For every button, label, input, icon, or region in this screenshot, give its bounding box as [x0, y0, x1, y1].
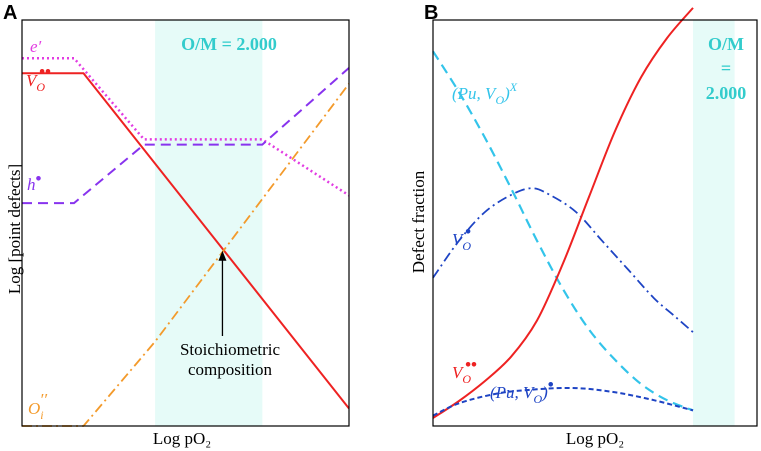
panel-b-x-label: Log pO₂ — [566, 429, 624, 448]
panel-b: O/M = 2.000 Defect fraction Log pO₂ (Pu,… — [409, 7, 758, 448]
panel-b-om-label-3: 2.000 — [706, 83, 747, 103]
label-vo-single: VO• — [452, 222, 471, 253]
panel-b-frame — [432, 19, 758, 427]
panel-b-y-label: Defect fraction — [409, 170, 428, 273]
arrow-head — [218, 250, 227, 261]
annotation-line-1: Stoichiometric — [180, 340, 281, 359]
panel-b-om-label-1: O/M — [708, 34, 744, 54]
series-line-a-2 — [22, 67, 350, 205]
panel-a-x-label: Log pO₂ — [153, 429, 211, 448]
panel-letter-a: A — [3, 2, 17, 24]
series-line-b-0 — [432, 50, 694, 412]
panel-a-frame — [21, 19, 350, 427]
panel-letter-b: B — [424, 2, 438, 24]
label-vo-double: VO•• — [452, 355, 477, 386]
panel-b-series-group — [432, 7, 694, 419]
series-line-a-0 — [22, 56, 350, 197]
panel-a: O/M = 2.000 Log [point defects] Log pO₂ … — [5, 19, 350, 448]
panel-a-y-label: Log [point defects] — [5, 164, 24, 294]
panel-a-om-label: O/M = 2.000 — [181, 34, 277, 54]
label-electrons: e′ — [30, 37, 42, 56]
label-pu-vo-neutral: (Pu, VO)X — [452, 80, 518, 107]
series-line-a-1 — [22, 72, 350, 410]
panel-b-om-region — [693, 20, 735, 426]
label-oxygen-interstitials: Oi′′ — [28, 390, 47, 422]
label-pu-vo-charged: (Pu, VO)• — [490, 375, 554, 406]
stoichiometric-arrow — [218, 250, 227, 336]
label-oxygen-vacancies-a: VO•• — [26, 62, 51, 94]
annotation-line-2: composition — [188, 360, 273, 379]
panel-b-om-label-2: = — [721, 58, 731, 78]
series-line-b-1 — [432, 187, 694, 333]
panel-a-series-group — [22, 56, 350, 427]
series-line-b-2 — [432, 7, 694, 419]
label-holes: h• — [27, 169, 42, 194]
